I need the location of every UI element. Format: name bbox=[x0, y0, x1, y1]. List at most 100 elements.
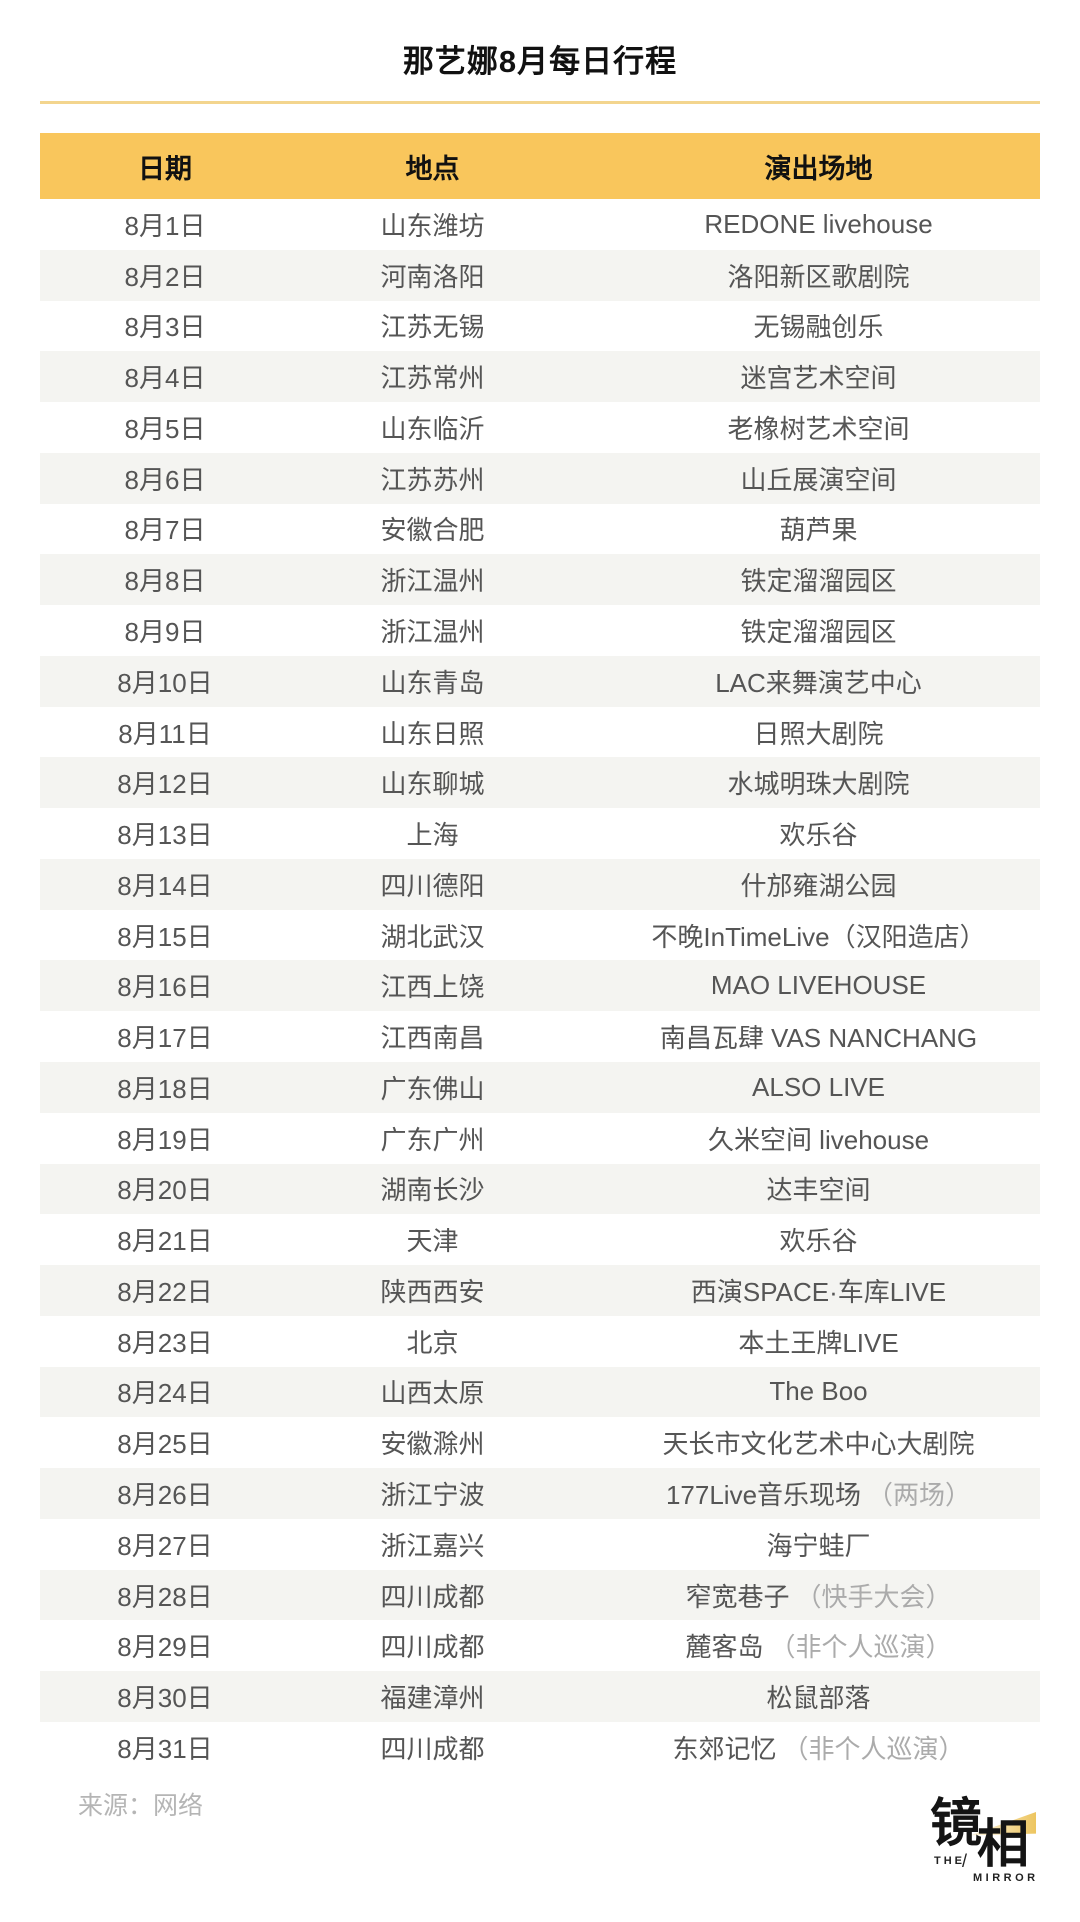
table-row: 8月12日 山东聊城 水城明珠大剧院 bbox=[40, 757, 1040, 809]
table-row: 8月26日 浙江宁波 177Live音乐现场 （两场） bbox=[40, 1468, 1040, 1519]
cell-venue: 麓客岛 （非个人巡演） bbox=[685, 1632, 952, 1663]
cell-location: 北京 bbox=[406, 1327, 459, 1358]
cell-venue: 无锡融创乐 bbox=[753, 312, 884, 343]
cell-venue: 葫芦果 bbox=[779, 515, 858, 546]
cell-location: 江苏苏州 bbox=[380, 464, 485, 495]
table-row: 8月10日 山东青岛 LAC来舞演艺中心 bbox=[40, 655, 1040, 707]
cell-date: 8月9日 bbox=[124, 617, 206, 647]
table-row: 8月1日 山东潍坊 REDONE livehouse bbox=[40, 199, 1040, 250]
cell-venue: 久米空间 livehouse bbox=[707, 1124, 930, 1155]
table-row: 8月7日 安徽合肥 葫芦果 bbox=[40, 504, 1040, 555]
table-row: 8月4日 江苏常州 迷宫艺术空间 bbox=[40, 351, 1040, 403]
cell-location: 四川成都 bbox=[380, 1632, 485, 1663]
cell-venue: REDONE livehouse bbox=[704, 208, 933, 239]
logo-char-jing: 镜 bbox=[930, 1795, 983, 1853]
cell-location: 安徽合肥 bbox=[380, 515, 485, 546]
cell-location: 浙江温州 bbox=[380, 566, 485, 597]
cell-location: 山东日照 bbox=[380, 718, 485, 749]
table-row: 8月2日 河南洛阳 洛阳新区歌剧院 bbox=[40, 249, 1040, 301]
cell-date: 8月21日 bbox=[117, 1226, 213, 1257]
cell-location: 山东青岛 bbox=[380, 667, 485, 698]
cell-location: 天津 bbox=[406, 1226, 459, 1257]
cell-date: 8月16日 bbox=[117, 972, 213, 1003]
title-divider bbox=[40, 101, 1040, 104]
logo-word-the: THE bbox=[934, 1855, 965, 1867]
cell-location: 广东广州 bbox=[380, 1124, 485, 1155]
header-venue: 演出场地 bbox=[764, 153, 873, 184]
cell-venue: 不晚InTimeLive（汉阳造店） bbox=[651, 921, 986, 952]
table-row: 8月3日 江苏无锡 无锡融创乐 bbox=[40, 301, 1040, 352]
cell-date: 8月23日 bbox=[117, 1327, 213, 1358]
venue-note: （非个人巡演） bbox=[782, 1733, 965, 1764]
cell-venue: MAO LIVEHOUSE bbox=[710, 970, 927, 1001]
cell-location: 山东临沂 bbox=[380, 413, 485, 444]
table-body: 8月1日 山东潍坊 REDONE livehouse 8月2日 河南洛阳 洛阳新区歌剧院 8… bbox=[40, 199, 1040, 1773]
cell-venue: 天长市文化艺术中心大剧院 bbox=[662, 1429, 975, 1460]
cell-date: 8月29日 bbox=[117, 1632, 213, 1663]
cell-venue: 日照大剧院 bbox=[753, 718, 884, 749]
table-row: 8月14日 四川德阳 什邡雍湖公园 bbox=[40, 858, 1040, 910]
mirror-logo: 镜 相 THE / MIRROR bbox=[930, 1792, 1036, 1892]
header-date: 日期 bbox=[138, 153, 192, 184]
cell-venue: 欢乐谷 bbox=[779, 820, 858, 851]
cell-location: 四川成都 bbox=[380, 1581, 485, 1612]
cell-date: 8月22日 bbox=[117, 1276, 213, 1307]
cell-date: 8月2日 bbox=[124, 261, 206, 292]
cell-venue: 东郊记忆 （非个人巡演） bbox=[672, 1733, 965, 1764]
cell-location: 山东潍坊 bbox=[380, 210, 485, 241]
cell-venue: LAC来舞演艺中心 bbox=[715, 667, 922, 698]
venue-note: （快手大会） bbox=[795, 1581, 952, 1612]
cell-location: 广东佛山 bbox=[380, 1073, 485, 1104]
cell-venue: 迷宫艺术空间 bbox=[740, 363, 897, 394]
cell-venue: 西演SPACE·车库LIVE bbox=[690, 1276, 947, 1307]
cell-date: 8月28日 bbox=[117, 1581, 213, 1612]
table-row: 8月27日 浙江嘉兴 海宁蛙厂 bbox=[40, 1519, 1040, 1570]
cell-date: 8月31日 bbox=[117, 1733, 213, 1764]
cell-date: 8月4日 bbox=[124, 363, 206, 394]
cell-date: 8月26日 bbox=[117, 1480, 213, 1511]
schedule-table: 日期 地点 演出场地 8月1日 山东潍坊 REDONE livehouse 8月2日 河… bbox=[40, 133, 1040, 1773]
cell-date: 8月15日 bbox=[117, 921, 213, 952]
table-row: 8月9日 浙江温州 铁定溜溜园区 bbox=[40, 605, 1040, 656]
cell-date: 8月27日 bbox=[117, 1530, 213, 1561]
table-row: 8月23日 北京 本土王牌LIVE bbox=[40, 1316, 1040, 1367]
cell-location: 浙江嘉兴 bbox=[380, 1530, 485, 1561]
cell-date: 8月20日 bbox=[117, 1175, 213, 1206]
table-row: 8月25日 安徽滁州 天长市文化艺术中心大剧院 bbox=[40, 1417, 1040, 1468]
cell-date: 8月24日 bbox=[117, 1378, 213, 1409]
cell-location: 陕西西安 bbox=[380, 1276, 485, 1307]
logo-slash: / bbox=[962, 1851, 968, 1871]
cell-location: 山东聊城 bbox=[380, 769, 485, 800]
cell-location: 安徽滁州 bbox=[380, 1429, 485, 1460]
table-row: 8月24日 山西太原 The Boo bbox=[40, 1366, 1040, 1418]
cell-venue: 铁定溜溜园区 bbox=[740, 566, 897, 597]
source-note: 来源：网络 bbox=[78, 1792, 204, 1820]
cell-location: 江苏无锡 bbox=[380, 312, 485, 343]
venue-note: （非个人巡演） bbox=[769, 1632, 952, 1663]
cell-venue: 铁定溜溜园区 bbox=[740, 617, 897, 647]
logo-char-xiang: 相 bbox=[977, 1816, 1030, 1874]
cell-location: 江西上饶 bbox=[380, 972, 485, 1003]
cell-date: 8月10日 bbox=[117, 667, 213, 698]
cell-date: 8月6日 bbox=[124, 464, 206, 495]
table-row: 8月13日 上海 欢乐谷 bbox=[40, 808, 1040, 859]
cell-date: 8月18日 bbox=[117, 1073, 213, 1104]
cell-venue: 洛阳新区歌剧院 bbox=[727, 261, 910, 292]
cell-location: 山西太原 bbox=[380, 1378, 485, 1409]
cell-date: 8月12日 bbox=[117, 769, 213, 800]
cell-date: 8月30日 bbox=[117, 1683, 213, 1714]
table-row: 8月16日 江西上饶 MAO LIVEHOUSE bbox=[40, 960, 1040, 1012]
logo-word-mirror: MIRROR bbox=[973, 1872, 1039, 1884]
cell-venue: 177Live音乐现场 （两场） bbox=[665, 1480, 972, 1511]
cell-venue: The Boo bbox=[769, 1376, 868, 1407]
cell-location: 福建漳州 bbox=[380, 1683, 485, 1714]
table-row: 8月8日 浙江温州 铁定溜溜园区 bbox=[40, 554, 1040, 606]
cell-venue: 南昌瓦肆 VAS NANCHANG bbox=[659, 1023, 978, 1054]
cell-venue: 欢乐谷 bbox=[779, 1226, 858, 1257]
cell-venue: 什邡雍湖公园 bbox=[740, 870, 897, 901]
page-title: 那艺娜8月每日行程 bbox=[402, 44, 678, 79]
cell-date: 8月3日 bbox=[124, 312, 206, 343]
table-row: 8月20日 湖南长沙 达丰空间 bbox=[40, 1163, 1040, 1215]
cell-date: 8月11日 bbox=[118, 718, 212, 749]
table-row: 8月17日 江西南昌 南昌瓦肆 VAS NANCHANG bbox=[40, 1011, 1040, 1062]
